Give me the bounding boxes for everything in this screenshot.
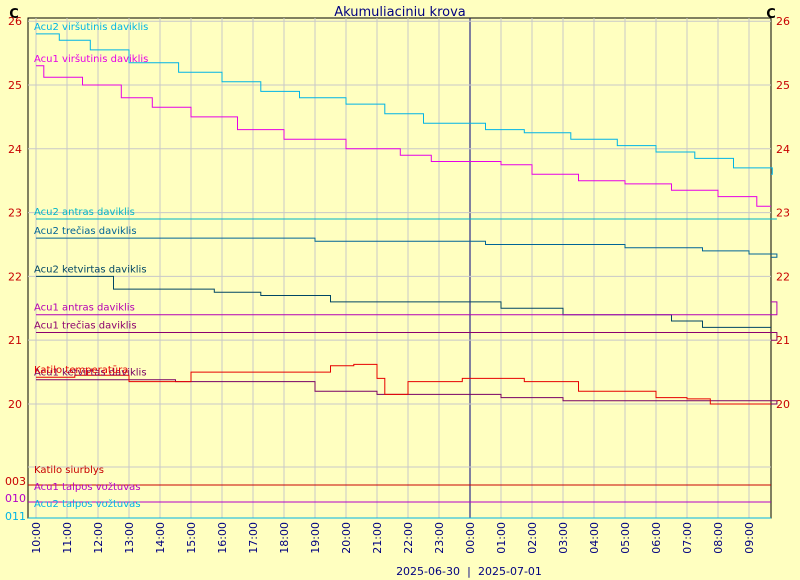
y-tick-label-left: 26 [8, 15, 22, 28]
series-label: Acu2 trečias daviklis [34, 225, 137, 237]
y-tick-label-left: 20 [8, 398, 22, 411]
x-tick-label: 00:00 [464, 522, 477, 554]
x-tick-label: 03:00 [557, 522, 570, 554]
x-tick-label: 06:00 [650, 522, 663, 554]
y-tick-label-right: 20 [776, 398, 790, 411]
series-label: Acu1 ketvirtas daviklis [34, 368, 147, 379]
series-label: Katilo temperatūra [34, 365, 128, 376]
x-tick-label: 08:00 [712, 522, 725, 554]
series-line [36, 65, 771, 207]
grid [27, 17, 772, 519]
date-right: 2025-07-01 [478, 565, 542, 578]
series-line [36, 33, 773, 175]
y-tick-label-right: 24 [776, 143, 790, 156]
y-unit-left: C [9, 7, 19, 22]
y-tick-label-left: 21 [8, 334, 22, 347]
x-tick-label: 02:00 [526, 522, 539, 554]
x-tick-label: 01:00 [495, 522, 508, 554]
series-line [36, 363, 771, 405]
y-tick-label-right: 22 [776, 270, 790, 283]
series-line [36, 237, 778, 258]
y-tick-label-right: 21 [776, 334, 790, 347]
x-tick-label: 04:00 [588, 522, 601, 554]
x-tick-label: 10:00 [30, 522, 43, 554]
x-tick-label: 11:00 [61, 522, 74, 554]
series-line [36, 332, 778, 341]
y-tick-label-right: 23 [776, 207, 790, 220]
chart-title: Akumuliaciniu krova [334, 5, 466, 20]
x-tick-label: 18:00 [278, 522, 291, 554]
x-tick-label: 09:00 [743, 522, 756, 554]
binary-tick-label: 003 [5, 475, 26, 488]
date-left: 2025-06-30 [396, 565, 460, 578]
x-tick-label: 22:00 [402, 522, 415, 554]
y-tick-label-right: 25 [776, 79, 790, 92]
x-tick-label: 16:00 [216, 522, 229, 554]
x-tick-label: 14:00 [154, 522, 167, 554]
x-tick-label: 07:00 [681, 522, 694, 554]
series-group [36, 33, 778, 405]
y-tick-label-left: 25 [8, 79, 22, 92]
y-tick-label-left: 23 [8, 207, 22, 220]
series-label: Acu2 ketvirtas daviklis [34, 264, 147, 275]
x-tick-label: 05:00 [619, 522, 632, 554]
series-label: Acu1 trečias daviklis [34, 320, 137, 332]
binary-tick-label: 010 [5, 492, 26, 505]
series-line [36, 301, 778, 316]
y-tick-label-left: 22 [8, 270, 22, 283]
series-label: Acu2 viršutinis daviklis [34, 21, 148, 33]
series-line [36, 275, 771, 328]
date-separator: | [467, 565, 471, 578]
binary-series-label: Acu2 talpos vožtuvas [34, 498, 141, 510]
series-label: Acu1 antras daviklis [34, 303, 135, 314]
binary-series-label: Acu1 talpos vožtuvas [34, 481, 141, 493]
binary-series-label: Katilo siurblys [34, 465, 104, 476]
y-tick-label-left: 24 [8, 143, 22, 156]
series-label: Acu2 antras daviklis [34, 207, 135, 218]
binary-tick-label: 011 [5, 510, 26, 523]
series-label: Acu1 viršutinis daviklis [34, 53, 148, 65]
x-tick-label: 15:00 [185, 522, 198, 554]
y-tick-label-right: 26 [776, 15, 790, 28]
x-tick-label: 17:00 [247, 522, 260, 554]
x-tick-label: 12:00 [92, 522, 105, 554]
binary-series-group [28, 484, 771, 519]
series-line [36, 379, 778, 405]
x-tick-label: 21:00 [371, 522, 384, 554]
x-tick-label: 13:00 [123, 522, 136, 554]
x-tick-label: 20:00 [340, 522, 353, 554]
x-tick-label: 19:00 [309, 522, 322, 554]
y-unit-right: C [766, 7, 776, 22]
labels-group: 10:00 11:00 12:00 13:00 14:00 15:00 16:00 17:00… [5, 15, 790, 554]
x-tick-label: 23:00 [433, 522, 446, 554]
